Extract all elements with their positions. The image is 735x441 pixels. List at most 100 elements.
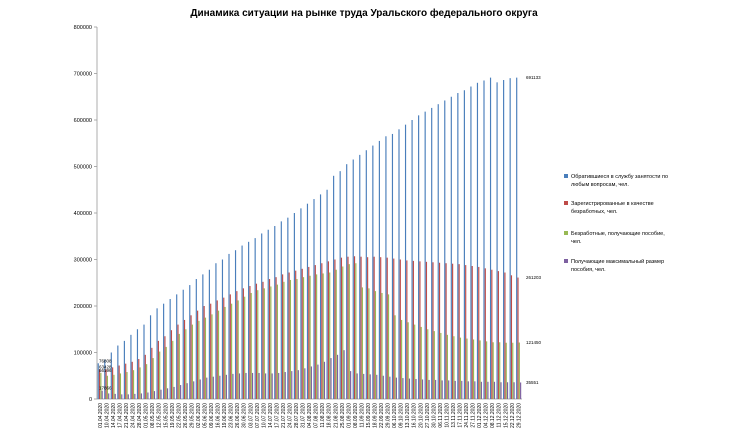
x-tick-label: 11.08.2020	[320, 403, 326, 428]
bar-series-3	[407, 322, 409, 399]
x-tick-label: 11.09.2020	[359, 403, 365, 428]
bar-series-4	[461, 380, 463, 399]
bar-series-1	[130, 334, 132, 399]
bar-series-1	[182, 289, 184, 399]
bar-series-1	[391, 133, 394, 399]
x-tick-label: 20.10.2020	[418, 403, 424, 428]
bar-series-4	[369, 374, 371, 399]
bar-series-4	[140, 393, 142, 399]
bar-series-2	[386, 257, 388, 399]
x-tick-label: 10.04.2020	[104, 403, 110, 428]
bar-series-2	[249, 286, 251, 399]
x-tick-label: 21.08.2020	[333, 403, 339, 428]
bar-series-3	[139, 367, 141, 399]
bar-series-4	[199, 379, 201, 399]
bar-series-4	[467, 381, 469, 399]
bar-series-1	[489, 77, 492, 400]
legend-label: Зарегистрированные в качестве безработных…	[571, 201, 654, 215]
bar-series-1	[195, 279, 197, 399]
data-label-end: 35551	[526, 380, 539, 385]
x-tick-label: 16.10.2020	[412, 403, 418, 428]
bar-series-1	[97, 363, 99, 399]
x-tick-label: 30.06.2020	[242, 403, 248, 428]
bar-series-2	[452, 263, 454, 399]
bar-series-4	[147, 392, 149, 399]
bar-series-4	[271, 373, 273, 399]
y-tick-label: 700000	[74, 72, 92, 78]
bar-series-1	[424, 111, 426, 399]
bar-series-1	[110, 352, 112, 399]
x-tick-label: 06.11.2020	[438, 403, 444, 428]
bar-series-4	[127, 394, 129, 399]
x-tick-label: 23.06.2020	[229, 403, 235, 428]
y-axis: 0 100000 200000 300000 400000 500000 600000 700…	[74, 25, 98, 403]
bar-series-1	[313, 199, 315, 399]
bar-series-3	[178, 333, 180, 399]
bar-series-2	[321, 263, 323, 399]
bar-series-4	[297, 370, 299, 399]
bar-series-3	[512, 342, 514, 399]
bar-series-2	[465, 265, 467, 399]
bar-series-3	[368, 288, 370, 399]
bar-series-1	[346, 164, 348, 399]
bar-series-3	[374, 291, 377, 399]
x-tick-label: 06.10.2020	[392, 403, 398, 428]
bar-series-1	[365, 150, 367, 399]
bar-series-3	[342, 266, 344, 399]
data-label-end: 121450	[526, 340, 542, 345]
bar-series-1	[156, 308, 158, 399]
bar-series-1	[104, 359, 106, 399]
bar-series-3	[244, 296, 246, 399]
x-tick-label: 17.11.2020	[457, 403, 463, 428]
x-tick-label: 12.05.2020	[157, 403, 163, 428]
bar-series-2	[216, 300, 218, 399]
legend-label: Обратившиеся в службу занятости по любым …	[571, 174, 668, 188]
legend-swatch	[564, 201, 568, 205]
x-tick-label: 04.08.2020	[307, 403, 313, 428]
x-tick-label: 04.12.2020	[484, 403, 490, 428]
bar-series-1	[280, 221, 282, 399]
bar-series-3	[263, 288, 265, 399]
bars-group	[97, 77, 522, 400]
bar-series-4	[160, 389, 162, 399]
x-tick-label: 15.05.2020	[163, 403, 169, 428]
x-tick-label: 22.12.2020	[510, 403, 516, 428]
bar-series-3	[505, 342, 507, 399]
x-tick-label: 01.05.2020	[144, 403, 150, 428]
data-label-start: 63428	[99, 365, 112, 370]
x-tick-label: 21.07.2020	[281, 403, 287, 428]
bar-series-1	[483, 80, 485, 399]
bar-series-2	[393, 258, 395, 399]
legend-label: Безработные, получающие пособие, чел.	[571, 231, 665, 245]
bar-series-3	[191, 324, 193, 399]
bar-series-1	[352, 159, 354, 399]
bar-series-4	[251, 372, 254, 399]
bar-series-2	[177, 324, 179, 399]
bar-series-4	[101, 390, 103, 399]
bar-series-2	[125, 363, 127, 399]
x-tick-label: 19.05.2020	[170, 403, 176, 428]
bar-series-3	[204, 317, 207, 400]
bar-series-1	[437, 104, 439, 399]
bar-series-2	[275, 277, 277, 399]
bar-series-2	[314, 265, 316, 399]
bar-series-2	[334, 259, 336, 399]
bar-series-4	[180, 385, 182, 399]
x-tick-label: 08.09.2020	[353, 403, 359, 428]
bar-series-2	[308, 266, 310, 399]
bar-series-4	[363, 373, 365, 399]
x-tick-label: 15.12.2020	[503, 403, 509, 428]
bar-series-3	[335, 269, 337, 399]
bar-series-3	[172, 340, 174, 400]
bar-series-1	[215, 263, 217, 399]
bar-series-3	[322, 273, 324, 399]
bar-series-4	[520, 382, 522, 399]
bar-series-3	[198, 320, 200, 399]
bar-series-3	[296, 279, 298, 399]
bar-series-2	[282, 274, 284, 399]
bar-series-3	[414, 324, 416, 399]
bar-series-3	[466, 338, 468, 399]
bar-series-4	[108, 393, 110, 399]
bar-series-3	[440, 332, 442, 399]
